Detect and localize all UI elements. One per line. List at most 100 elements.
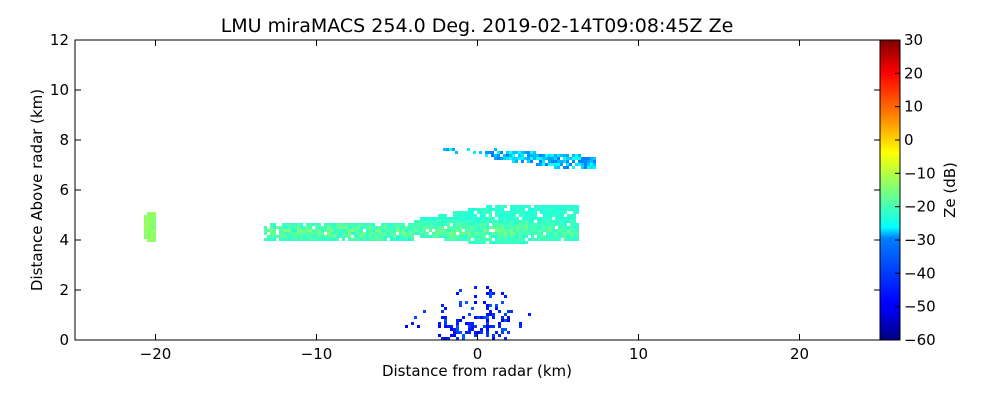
echo-cell [498,226,501,229]
x-tick-label: 10 [629,345,648,363]
echo-cell [432,235,435,238]
echo-cell [534,217,537,220]
echo-cell [444,229,447,232]
echo-cell [467,148,470,151]
echo-cell [495,205,498,208]
echo-cell [306,232,309,235]
echo-cell [516,238,519,241]
echo-cell [531,235,534,238]
echo-cell [372,226,375,229]
echo-cell [486,325,489,328]
echo-cell [576,208,579,211]
echo-cell [366,238,369,241]
echo-cell [366,232,369,235]
echo-cell [513,214,516,217]
echo-cell [543,217,546,220]
echo-cell [354,232,357,235]
echo-cell [444,214,447,217]
echo-cell [558,238,561,241]
echo-cell [378,232,381,235]
echo-cell [495,220,498,223]
echo-cell [518,151,521,154]
echo-cell [438,322,441,325]
echo-cell [447,337,450,340]
echo-cell [492,226,495,229]
echo-cell [444,220,447,223]
echo-cell [522,211,525,214]
y-tick-label: 8 [59,131,69,149]
echo-cell [381,226,384,229]
echo-cell [519,220,522,223]
echo-cell [459,331,462,334]
echo-cell [306,229,309,232]
echo-cell [456,226,459,229]
echo-cell [519,241,522,244]
echo-cell [524,151,527,154]
echo-cell [270,235,273,238]
echo-cell [534,211,537,214]
echo-cell [501,223,504,226]
echo-cell [513,229,516,232]
echo-cell [468,235,471,238]
echo-cell [384,232,387,235]
echo-cell [462,235,465,238]
echo-cell [570,217,573,220]
echo-cell [324,229,327,232]
echo-cell [522,205,525,208]
echo-cell [147,221,150,224]
echo-cell [387,226,390,229]
echo-cell [522,241,525,244]
echo-cell [590,157,593,160]
echo-cell [492,217,495,220]
echo-cell [399,238,402,241]
echo-cell [489,235,492,238]
echo-cell [432,220,435,223]
echo-cell [438,229,441,232]
echo-cell [531,220,534,223]
echo-cell [477,217,480,220]
echo-cell [492,325,495,328]
colorbar-tick-label: −10 [904,164,936,182]
y-tick-label: 4 [59,231,69,249]
echo-cell [441,214,444,217]
echo-cell [474,229,477,232]
echo-cell [411,229,414,232]
echo-cell [273,232,276,235]
echo-cell [543,238,546,241]
echo-cell [453,211,456,214]
echo-cell [474,220,477,223]
echo-cell [444,319,447,322]
echo-cell [537,217,540,220]
echo-cell [525,241,528,244]
echo-cell [555,211,558,214]
echo-cell [429,229,432,232]
chart-title: LMU miraMACS 254.0 Deg. 2019-02-14T09:08… [221,15,734,37]
echo-cell [504,235,507,238]
echo-cell [519,238,522,241]
echo-cell [489,313,492,316]
echo-cell [444,235,447,238]
echo-cell [465,235,468,238]
echo-cell [546,229,549,232]
echo-cell [525,223,528,226]
echo-cell [300,235,303,238]
echo-cell [465,226,468,229]
echo-cell [390,232,393,235]
echo-cell [486,211,489,214]
echo-cell [342,238,345,241]
echo-cell [330,238,333,241]
echo-cell [300,226,303,229]
echo-cell [150,233,153,236]
echo-cell [578,157,581,160]
echo-cell [351,238,354,241]
colorbar-tick-label: −60 [904,331,936,349]
echo-cell [525,226,528,229]
echo-cell [399,232,402,235]
echo-cell [578,160,581,163]
echo-cell [480,328,483,331]
echo-cell [381,229,384,232]
echo-cell [452,148,455,151]
echo-cell [489,232,492,235]
echo-cell [486,217,489,220]
echo-cell [381,223,384,226]
